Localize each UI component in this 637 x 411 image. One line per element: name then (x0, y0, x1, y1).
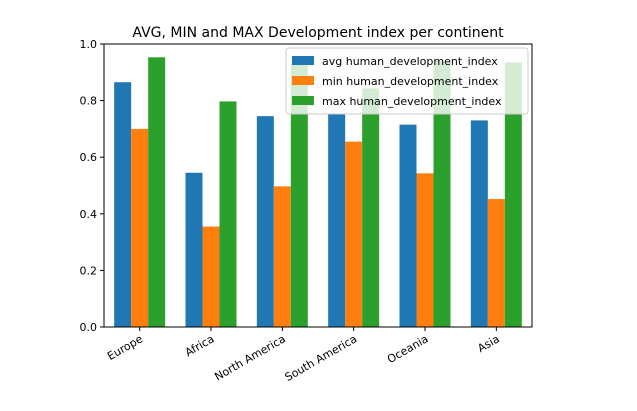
legend-box (285, 47, 529, 115)
bar-south-america-series-2 (362, 88, 380, 328)
x-tick-label: Oceania (385, 332, 430, 366)
bar-oceania-series-1 (416, 173, 434, 327)
x-tick-label: North America (212, 332, 287, 383)
y-tick-label: 0.2 (80, 264, 98, 277)
legend-swatch (292, 76, 314, 85)
bar-europe-series-0 (114, 82, 132, 328)
chart-title: AVG, MIN and MAX Development index per c… (132, 25, 504, 41)
bar-asia-series-0 (470, 120, 488, 327)
x-tick-label: Africa (183, 332, 217, 359)
y-tick-label: 0.6 (80, 151, 98, 164)
bar-north-america-series-1 (273, 186, 291, 327)
x-tick-label: Asia (475, 332, 501, 355)
legend-label: min human_development_index (322, 75, 499, 88)
bar-north-america-series-2 (290, 63, 308, 328)
bars-layer (114, 57, 522, 328)
bar-south-america-series-0 (328, 114, 346, 328)
bar-africa-series-1 (202, 226, 220, 327)
x-tick-label: Europe (105, 332, 145, 363)
y-tick-label: 1.0 (80, 38, 98, 51)
bar-europe-series-1 (131, 128, 149, 327)
bar-north-america-series-0 (256, 116, 274, 327)
legend-label: avg human_development_index (322, 55, 498, 68)
legend-swatch (292, 96, 314, 105)
bar-asia-series-2 (504, 62, 522, 327)
y-tick-label: 0.4 (80, 208, 98, 221)
legend-swatch (292, 56, 314, 65)
bar-oceania-series-2 (433, 60, 451, 327)
bar-africa-series-0 (185, 172, 203, 327)
y-tick-label: 0.0 (80, 321, 98, 334)
bar-south-america-series-1 (345, 141, 363, 327)
legend-label: max human_development_index (322, 95, 502, 108)
plot-frame (103, 43, 533, 328)
bar-africa-series-2 (219, 101, 237, 327)
bar-oceania-series-0 (399, 124, 417, 327)
bar-europe-series-2 (148, 57, 166, 328)
x-tick-label: South America (283, 332, 360, 384)
y-tick-label: 0.8 (80, 95, 98, 108)
bar-asia-series-1 (487, 199, 505, 327)
